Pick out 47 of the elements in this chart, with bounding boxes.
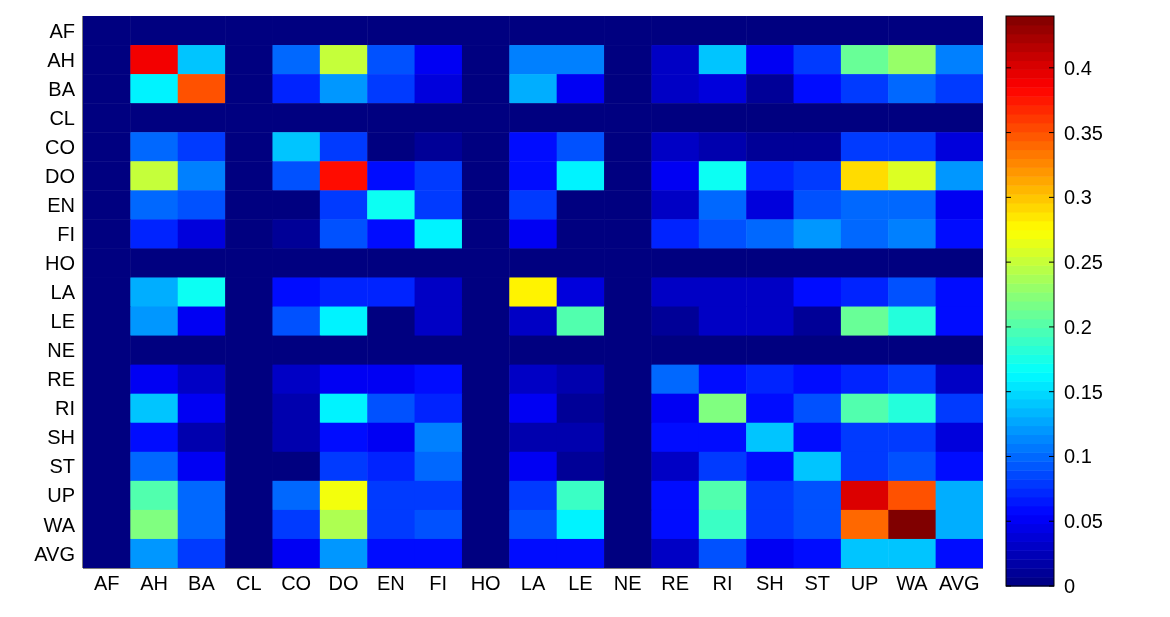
color-bar-label: 0.25 bbox=[1064, 251, 1103, 274]
y-tick-label: AH bbox=[47, 48, 75, 71]
y-tick-label: AVG bbox=[34, 542, 75, 565]
y-tick-label: AF bbox=[49, 19, 75, 42]
color-bar-label: 0.05 bbox=[1064, 510, 1103, 533]
y-tick-label: BA bbox=[48, 77, 76, 100]
x-tick-label: AVG bbox=[938, 572, 980, 595]
y-tick-label: ST bbox=[49, 455, 75, 478]
y-tick-label: LE bbox=[50, 310, 75, 333]
y-tick-label: RI bbox=[55, 397, 75, 420]
color-bar-label: 0.2 bbox=[1064, 315, 1092, 338]
color-bar-label: 0.15 bbox=[1064, 380, 1103, 403]
x-tick-label: UP bbox=[850, 572, 879, 595]
x-tick-label: RI bbox=[712, 572, 733, 595]
x-tick-label: CL bbox=[236, 572, 262, 595]
x-tick-label: FI bbox=[429, 572, 448, 595]
y-tick-label: UP bbox=[47, 484, 75, 507]
x-tick-label: NE bbox=[613, 572, 642, 595]
color-bar-label: 0.1 bbox=[1064, 445, 1092, 468]
x-tick-label: WA bbox=[896, 572, 929, 595]
x-tick-label: BA bbox=[188, 572, 216, 595]
x-tick-label: RE bbox=[661, 572, 689, 595]
y-tick-label: NE bbox=[47, 339, 75, 362]
x-tick-label: DO bbox=[328, 572, 359, 595]
x-tick-label: LE bbox=[568, 572, 593, 595]
x-tick-label: SH bbox=[755, 572, 784, 595]
y-tick-label: DO bbox=[45, 164, 75, 187]
color-bar-label: 0.3 bbox=[1064, 186, 1092, 209]
y-tick-label: WA bbox=[43, 513, 76, 536]
y-tick-label: LA bbox=[50, 281, 76, 304]
color-bar-label: 0.35 bbox=[1064, 121, 1103, 144]
y-tick-label: CL bbox=[49, 106, 75, 129]
y-tick-label: EN bbox=[47, 193, 75, 216]
x-tick-label: ST bbox=[804, 572, 830, 595]
x-tick-label: LA bbox=[520, 572, 546, 595]
y-tick-label: SH bbox=[47, 426, 75, 449]
y-tick-label: FI bbox=[57, 222, 75, 245]
y-tick-label: HO bbox=[45, 252, 75, 275]
y-tick-label: RE bbox=[47, 368, 75, 391]
x-tick-label: EN bbox=[377, 572, 405, 595]
x-tick-label: HO bbox=[470, 572, 501, 595]
color-bar-label: 0.4 bbox=[1064, 56, 1092, 79]
x-tick-label: AH bbox=[140, 572, 168, 595]
color-bar-label: 0 bbox=[1064, 575, 1076, 597]
y-tick-label: CO bbox=[45, 135, 75, 158]
x-tick-label: AF bbox=[93, 572, 120, 595]
x-tick-label: CO bbox=[281, 572, 312, 595]
